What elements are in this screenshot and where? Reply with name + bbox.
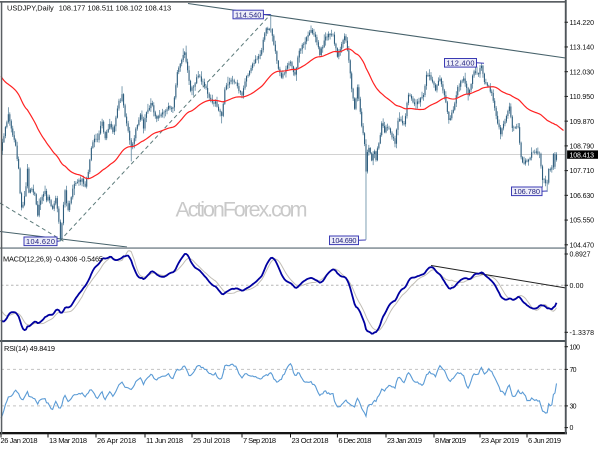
svg-text:104.690: 104.690 [332, 236, 357, 245]
svg-text:108.177 108.511 108.102 108.41: 108.177 108.511 108.102 108.413 [59, 4, 171, 13]
svg-text:106.780: 106.780 [514, 187, 541, 196]
svg-text:26 Jan 2018: 26 Jan 2018 [1, 436, 38, 445]
svg-text:113.140: 113.140 [570, 45, 595, 52]
svg-text:108.413: 108.413 [570, 152, 595, 159]
svg-text:25 Jul 2018: 25 Jul 2018 [193, 436, 230, 445]
svg-text:70: 70 [570, 367, 577, 374]
svg-text:11 Jun 2018: 11 Jun 2018 [146, 436, 183, 445]
svg-text:USDJPY,Daily: USDJPY,Daily [7, 4, 54, 13]
svg-text:105.550: 105.550 [570, 218, 595, 225]
svg-text:110.950: 110.950 [570, 94, 595, 101]
svg-text:108.790: 108.790 [570, 143, 595, 150]
svg-text:23 Oct 2018: 23 Oct 2018 [292, 436, 329, 445]
svg-text:106.630: 106.630 [570, 193, 595, 200]
svg-text:104.620: 104.620 [26, 237, 55, 246]
svg-text:0.8927: 0.8927 [570, 252, 591, 259]
svg-text:100: 100 [570, 344, 581, 351]
svg-text:112.400: 112.400 [447, 59, 475, 68]
svg-text:23 Apr 2019: 23 Apr 2019 [481, 436, 519, 445]
svg-text:23 Jan 2019: 23 Jan 2019 [387, 436, 422, 445]
svg-text:109.870: 109.870 [570, 119, 595, 126]
svg-text:ActionForex.com: ActionForex.com [176, 198, 308, 222]
svg-text:13 Mar 2018: 13 Mar 2018 [49, 436, 87, 445]
svg-text:107.710: 107.710 [570, 168, 595, 175]
svg-text:114.540: 114.540 [235, 10, 261, 19]
svg-text:7 Sep 2018: 7 Sep 2018 [243, 436, 276, 445]
svg-text:26 Apr 2018: 26 Apr 2018 [97, 436, 136, 445]
svg-text:RSI(14) 49.8419: RSI(14) 49.8419 [4, 344, 55, 353]
svg-text:6 Dec 2018: 6 Dec 2018 [338, 436, 371, 445]
svg-text:114.220: 114.220 [570, 20, 595, 27]
svg-text:0.00: 0.00 [570, 283, 584, 290]
svg-text:112.030: 112.030 [570, 69, 595, 76]
svg-text:30: 30 [570, 404, 577, 411]
svg-text:6 Jun 2019: 6 Jun 2019 [528, 436, 561, 445]
svg-text:-1.3378: -1.3378 [570, 330, 595, 337]
svg-text:104.470: 104.470 [570, 242, 595, 249]
svg-text:MACD(12,26,9) -0.4306 -0.5465: MACD(12,26,9) -0.4306 -0.5465 [3, 255, 103, 264]
svg-text:0: 0 [570, 425, 574, 432]
svg-text:8 Mar 2019: 8 Mar 2019 [435, 436, 466, 445]
